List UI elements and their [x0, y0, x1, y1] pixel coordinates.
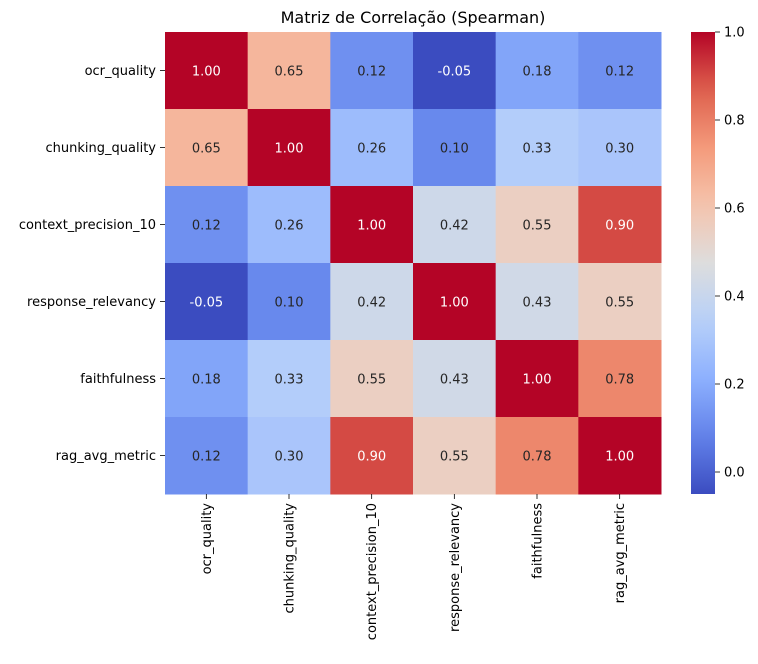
- heatmap-cell: [247, 340, 331, 418]
- row-label: rag_avg_metric: [56, 449, 156, 464]
- cell-value-label: 0.42: [440, 219, 469, 234]
- heatmap-cell: [413, 109, 497, 187]
- heatmap-cell: [495, 417, 579, 495]
- colorbar-gradient: [691, 32, 715, 494]
- heatmap-cell: [413, 417, 497, 495]
- row-label: ocr_quality: [85, 64, 157, 79]
- heatmap-cell: [495, 32, 579, 110]
- cell-value-label: -0.05: [438, 65, 472, 80]
- column-label: faithfulness: [531, 503, 546, 579]
- cell-value-label: 0.65: [275, 65, 304, 80]
- cell-value-label: 0.90: [605, 219, 634, 234]
- cell-value-label: 1.00: [357, 219, 386, 234]
- cell-value-label: 1.00: [192, 65, 221, 80]
- heatmap-cell: [495, 109, 579, 187]
- cell-value-label: -0.05: [190, 296, 224, 311]
- cell-value-label: 0.42: [357, 296, 386, 311]
- row-label: chunking_quality: [46, 141, 157, 156]
- colorbar-tick-label: 0.2: [724, 378, 745, 393]
- column-label: rag_avg_metric: [613, 503, 628, 603]
- row-label: context_precision_10: [19, 218, 156, 233]
- heatmap-cell: [165, 32, 249, 110]
- cell-value-label: 0.33: [275, 373, 304, 388]
- cell-value-label: 0.78: [523, 450, 552, 465]
- cell-value-label: 0.43: [523, 296, 552, 311]
- heatmap-cell: [330, 109, 414, 187]
- colorbar: 0.0 0.2 0.4 0.6 0.8 1.0: [691, 26, 745, 494]
- cell-value-label: 1.00: [523, 373, 552, 388]
- colorbar-tick-label: 0.0: [724, 466, 745, 481]
- column-label: response_relevancy: [448, 503, 463, 632]
- cell-value-label: 0.90: [357, 450, 386, 465]
- heatmap-cell: [165, 186, 249, 264]
- heatmap-cell: [247, 32, 331, 110]
- heatmap-cell: [247, 417, 331, 495]
- heatmap-cell: [330, 417, 414, 495]
- cell-value-label: 0.55: [357, 373, 386, 388]
- cell-value-label: 0.26: [357, 142, 386, 157]
- heatmap-cell: [165, 417, 249, 495]
- cell-value-label: 0.33: [523, 142, 552, 157]
- heatmap-cell: [495, 186, 579, 264]
- heatmap-cell: [247, 263, 331, 341]
- cell-value-label: 0.26: [275, 219, 304, 234]
- column-label: context_precision_10: [365, 503, 380, 640]
- cell-value-label: 0.10: [275, 296, 304, 311]
- colorbar-tick-label: 0.8: [724, 114, 745, 129]
- heatmap-cell: [330, 263, 414, 341]
- cell-value-label: 0.65: [192, 142, 221, 157]
- heatmap-cell: [578, 109, 662, 187]
- column-label: ocr_quality: [200, 503, 215, 575]
- cell-value-label: 0.12: [605, 65, 634, 80]
- heatmap-cell: [495, 340, 579, 418]
- cell-value-label: 0.30: [275, 450, 304, 465]
- cell-value-label: 0.10: [440, 142, 469, 157]
- heatmap-cell: [578, 417, 662, 495]
- heatmap-cell: [413, 186, 497, 264]
- heatmap-cell: [578, 340, 662, 418]
- cell-value-label: 1.00: [605, 450, 634, 465]
- heatmap-cell: [495, 263, 579, 341]
- cell-value-label: 0.12: [192, 219, 221, 234]
- row-label: response_relevancy: [27, 295, 156, 310]
- cell-value-label: 0.12: [357, 65, 386, 80]
- heatmap-cell: [413, 340, 497, 418]
- heatmap-cells: 1.00 0.65 0.12 -0.05 0.18 0.12 0.65 1.00 0.26 0.1…: [165, 32, 662, 495]
- column-labels: ocr_quality chunking_quality context_preci…: [200, 494, 628, 640]
- heatmap-cell: [247, 109, 331, 187]
- heatmap-cell: [413, 263, 497, 341]
- cell-value-label: 0.55: [605, 296, 634, 311]
- column-label: chunking_quality: [283, 503, 298, 614]
- cell-value-label: 0.30: [605, 142, 634, 157]
- heatmap-cell: [413, 32, 497, 110]
- heatmap-cell: [247, 186, 331, 264]
- heatmap-cell: [165, 109, 249, 187]
- heatmap-cell: [578, 263, 662, 341]
- heatmap-cell: [330, 340, 414, 418]
- heatmap-cell: [330, 32, 414, 110]
- colorbar-tick-label: 1.0: [724, 26, 745, 41]
- cell-value-label: 0.18: [192, 373, 221, 388]
- colorbar-tick-label: 0.6: [724, 202, 745, 217]
- row-labels: ocr_quality chunking_quality context_preci…: [19, 64, 165, 464]
- heatmap-cell: [165, 263, 249, 341]
- cell-value-label: 1.00: [440, 296, 469, 311]
- chart-title: Matriz de Correlação (Spearman): [281, 8, 546, 27]
- heatmap-cell: [330, 186, 414, 264]
- colorbar-tick-label: 0.4: [724, 290, 745, 305]
- cell-value-label: 0.55: [440, 450, 469, 465]
- cell-value-label: 0.18: [523, 65, 552, 80]
- row-label: faithfulness: [80, 372, 156, 387]
- cell-value-label: 0.55: [523, 219, 552, 234]
- heatmap-cell: [578, 186, 662, 264]
- heatmap-cell: [578, 32, 662, 110]
- cell-value-label: 0.43: [440, 373, 469, 388]
- cell-value-label: 1.00: [275, 142, 304, 157]
- cell-value-label: 0.78: [605, 373, 634, 388]
- heatmap-cell: [165, 340, 249, 418]
- cell-value-label: 0.12: [192, 450, 221, 465]
